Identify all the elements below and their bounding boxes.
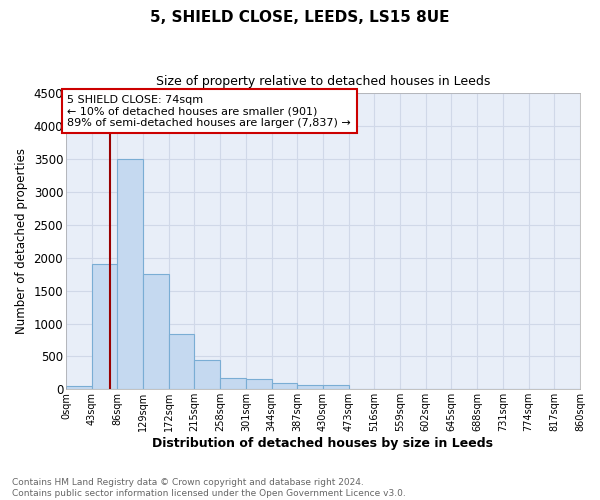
Bar xyxy=(323,386,349,390)
Bar xyxy=(118,159,143,390)
Bar xyxy=(246,379,272,390)
Bar xyxy=(272,384,297,390)
Text: 5, SHIELD CLOSE, LEEDS, LS15 8UE: 5, SHIELD CLOSE, LEEDS, LS15 8UE xyxy=(150,10,450,25)
Y-axis label: Number of detached properties: Number of detached properties xyxy=(15,148,28,334)
X-axis label: Distribution of detached houses by size in Leeds: Distribution of detached houses by size … xyxy=(152,437,493,450)
Bar xyxy=(220,378,246,390)
Text: Contains HM Land Registry data © Crown copyright and database right 2024.
Contai: Contains HM Land Registry data © Crown c… xyxy=(12,478,406,498)
Bar xyxy=(66,386,92,390)
Bar xyxy=(92,264,118,390)
Bar xyxy=(297,385,323,390)
Bar xyxy=(143,274,169,390)
Title: Size of property relative to detached houses in Leeds: Size of property relative to detached ho… xyxy=(156,75,490,88)
Bar xyxy=(194,360,220,390)
Bar xyxy=(169,334,194,390)
Text: 5 SHIELD CLOSE: 74sqm
← 10% of detached houses are smaller (901)
89% of semi-det: 5 SHIELD CLOSE: 74sqm ← 10% of detached … xyxy=(67,94,351,128)
